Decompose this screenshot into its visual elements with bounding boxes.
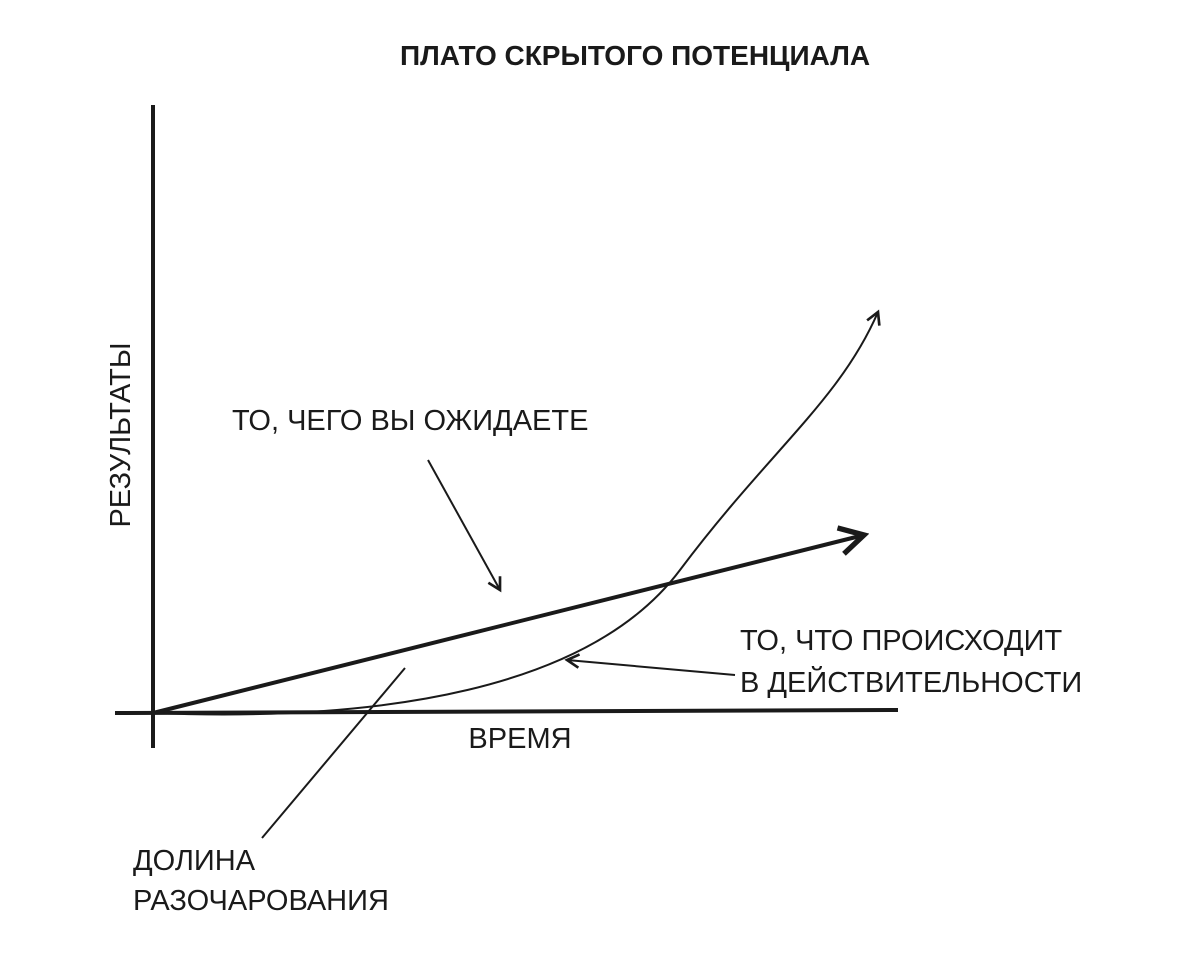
actual-label-2: В ДЕЙСТВИТЕЛЬНОСТИ	[740, 665, 1082, 699]
actual-pointer	[567, 660, 736, 676]
expected-line	[152, 535, 864, 715]
expected-label: ТО, ЧЕГО ВЫ ОЖИДАЕТЕ	[232, 405, 588, 437]
valley-label-2: РАЗОЧАРОВАНИЯ	[133, 885, 389, 917]
y-axis-label: РЕЗУЛЬТАТЫ	[105, 342, 137, 527]
actual-curve	[152, 312, 878, 716]
expected-pointer	[427, 459, 500, 590]
valley-pointer	[261, 667, 406, 839]
x-axis	[114, 708, 899, 715]
valley-label-1: ДОЛИНА	[133, 845, 256, 877]
actual-label-1: ТО, ЧТО ПРОИСХОДИТ	[740, 625, 1062, 657]
x-axis-label: ВРЕМЯ	[468, 723, 571, 755]
title: ПЛАТО СКРЫТОГО ПОТЕНЦИАЛА	[400, 40, 870, 71]
